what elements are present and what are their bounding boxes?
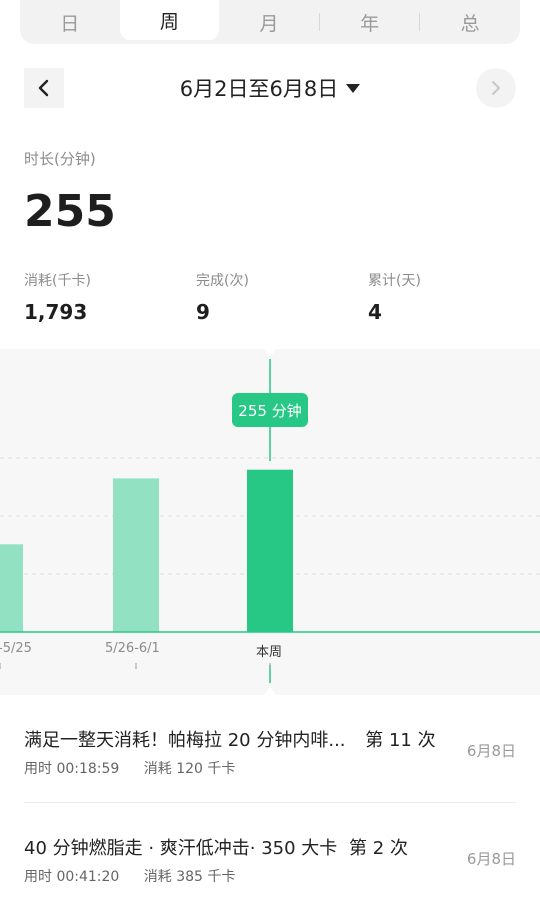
duration-value: 255: [24, 186, 116, 237]
tab-divider: [318, 13, 320, 31]
days-value: 4: [368, 300, 382, 324]
chart-gridlines: [0, 457, 540, 575]
x-tick-label-0: -5/25: [0, 641, 32, 656]
bar-2[interactable]: [247, 469, 293, 632]
tab-year[interactable]: 年: [320, 0, 420, 44]
previous-period-button[interactable]: [24, 68, 64, 108]
tab-week[interactable]: 周: [119, 0, 220, 40]
tab-label: 年: [360, 12, 380, 35]
chevron-left-icon: [38, 79, 49, 97]
tab-label: 总: [460, 12, 480, 35]
record-title-line: 满足一整天消耗！帕梅拉 20 分钟内啡... 第 11 次: [24, 726, 516, 752]
tab-total[interactable]: 总: [420, 0, 520, 44]
tab-divider: [419, 13, 421, 31]
caret-down-icon: [346, 83, 361, 93]
x-tick-label-1: 5/26-6/1: [105, 641, 160, 656]
cursor-notch-top: [264, 349, 276, 357]
record-time: 用时 00:18:59: [24, 761, 120, 777]
chart-canvas: [0, 349, 540, 695]
tab-label: 周: [159, 10, 179, 33]
record-details: 用时 00:41:20 消耗 385 千卡: [24, 866, 516, 886]
workout-record[interactable]: 40 分钟燃脂走 · 爽汗低冲击· 350 大卡 第 2 次 用时 00:41:…: [24, 834, 516, 886]
record-divider: [24, 802, 516, 803]
record-count: 第 2 次: [349, 838, 408, 859]
chart-bars: [0, 469, 293, 632]
record-calories: 消耗 385 千卡: [143, 869, 236, 885]
calories-label: 消耗(千卡): [24, 273, 91, 289]
date-navigator: 6月2日至6月8日: [24, 68, 516, 108]
days-label: 累计(天): [368, 273, 421, 289]
date-range-selector[interactable]: 6月2日至6月8日: [24, 68, 516, 108]
x-tick-label-2: 本周: [256, 645, 283, 660]
tab-label: 日: [60, 12, 80, 35]
chevron-right-icon: [492, 81, 500, 95]
record-calories: 消耗 120 千卡: [143, 761, 236, 777]
record-title: 满足一整天消耗！帕梅拉 20 分钟内啡...: [24, 730, 346, 751]
chart-ticks: [0, 663, 271, 669]
completed-label: 完成(次): [196, 273, 249, 289]
chart-tooltip: 255 分钟: [232, 393, 308, 427]
record-title-line: 40 分钟燃脂走 · 爽汗低冲击· 350 大卡 第 2 次: [24, 834, 516, 860]
calories-value: 1,793: [24, 300, 88, 324]
bar-1[interactable]: [113, 478, 159, 632]
bar-0[interactable]: [0, 544, 23, 632]
duration-label: 时长(分钟): [24, 150, 96, 168]
tab-label: 月: [259, 12, 279, 35]
record-date: 6月8日: [466, 742, 516, 760]
record-title: 40 分钟燃脂走 · 爽汗低冲击· 350 大卡: [24, 838, 338, 859]
tab-day[interactable]: 日: [20, 0, 120, 44]
workout-record[interactable]: 满足一整天消耗！帕梅拉 20 分钟内啡... 第 11 次 用时 00:18:5…: [24, 726, 516, 778]
record-count: 第 11 次: [365, 730, 436, 751]
cursor-notch-bottom: [264, 687, 276, 695]
record-time: 用时 00:41:20: [24, 869, 120, 885]
completed-value: 9: [196, 300, 210, 324]
tab-month[interactable]: 月: [219, 0, 319, 44]
date-range-text: 6月2日至6月8日: [179, 77, 339, 101]
period-tabs: 日 周 月 年 总: [20, 0, 520, 44]
record-date: 6月8日: [466, 850, 516, 868]
record-details: 用时 00:18:59 消耗 120 千卡: [24, 758, 516, 778]
next-period-button[interactable]: [476, 68, 516, 108]
